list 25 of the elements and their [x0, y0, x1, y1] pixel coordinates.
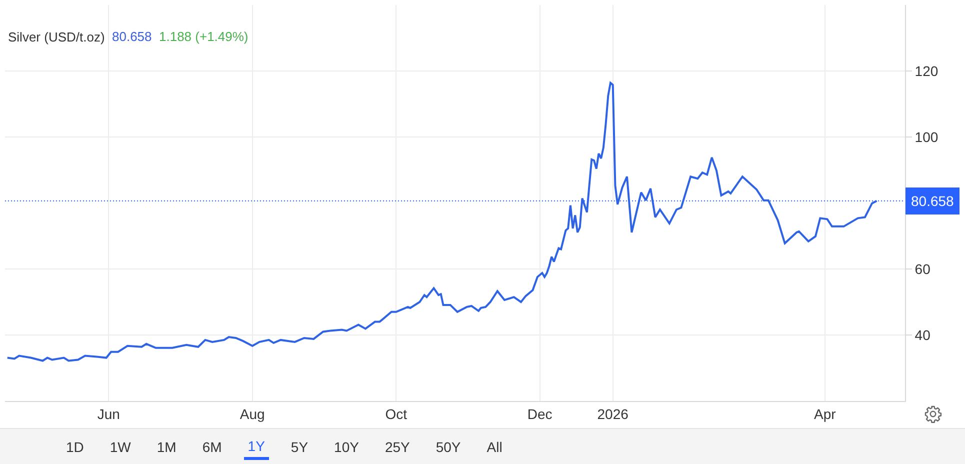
- range-button: 25Y: [380, 434, 414, 460]
- range-button: All: [482, 434, 506, 460]
- x-tick-label: Aug: [240, 406, 265, 422]
- x-tick-label: Jun: [97, 406, 120, 422]
- x-tick-label: Apr: [814, 406, 836, 422]
- x-tick-label: Oct: [385, 406, 408, 422]
- x-tick-label: 2026: [597, 406, 629, 422]
- y-tick-label: 100: [914, 128, 938, 145]
- y-tick-label: 40: [914, 326, 931, 343]
- ref-line-label: 80.658: [911, 193, 954, 209]
- x-tick-label: Dec: [527, 406, 552, 422]
- y-tick-label: 60: [914, 260, 931, 277]
- range-button: 50Y: [432, 434, 465, 460]
- line-series: [6, 82, 878, 362]
- range-button: 6M: [198, 434, 226, 460]
- annotation: 1.188 (+1.49%): [159, 29, 248, 44]
- range-button: 1W: [106, 434, 135, 460]
- range-button: 1Y: [244, 434, 269, 460]
- range-button: 1M: [152, 434, 180, 460]
- y-tick-label: 120: [914, 62, 938, 79]
- range-button: 5Y: [286, 434, 312, 460]
- range-button: 1D: [62, 434, 88, 460]
- annotation: 80.658: [112, 29, 152, 44]
- text: Silver (USD/t.oz): [8, 30, 105, 45]
- range-button: 10Y: [330, 434, 363, 460]
